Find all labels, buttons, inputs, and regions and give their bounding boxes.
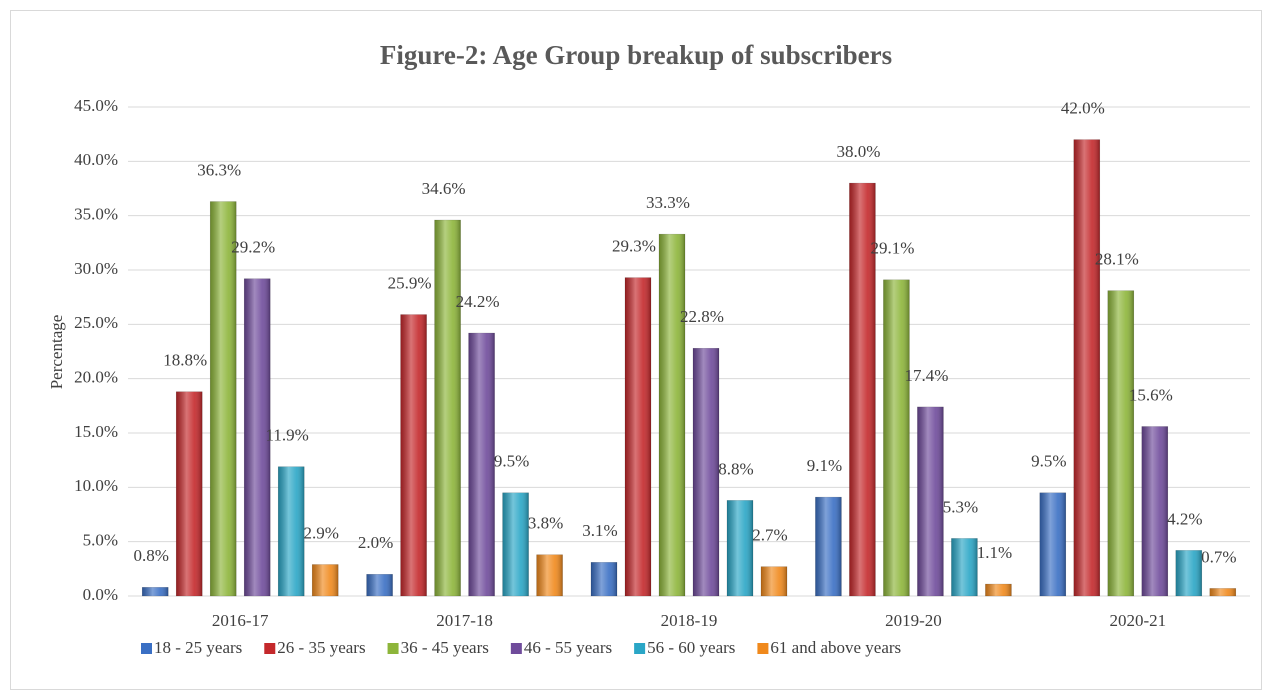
y-tick-label: 20.0% [74,368,118,387]
bar [1039,492,1067,597]
bar [1107,290,1135,597]
bar [311,564,339,597]
data-label: 28.1% [1095,250,1139,269]
x-tick-label: 2018-19 [661,611,718,630]
x-tick-label: 2020-21 [1109,611,1166,630]
data-label: 42.0% [1061,99,1105,118]
y-tick-label: 15.0% [74,422,118,441]
legend-swatch [141,643,152,654]
data-label: 34.6% [422,179,466,198]
bar [434,219,461,597]
bar [141,587,169,597]
bar [468,332,495,597]
y-axis-label: Percentage [47,315,66,390]
legend-swatch [757,643,769,654]
legend-label: 36 - 45 years [401,638,489,657]
x-tick-label: 2016-17 [212,611,269,630]
data-label: 38.0% [836,142,880,161]
y-tick-label: 40.0% [74,150,118,169]
bar [502,492,529,597]
data-label: 2.0% [358,533,393,552]
data-label: 11.9% [266,426,309,445]
bar [815,496,842,597]
bar [624,277,652,597]
bar [366,574,393,597]
data-label: 29.1% [870,239,914,258]
data-label: 4.2% [1167,509,1202,528]
bar [400,314,427,597]
data-label: 17.4% [904,366,948,385]
data-label: 0.8% [133,546,168,565]
y-tick-label: 5.0% [83,531,118,550]
legend-label: 56 - 60 years [647,638,735,657]
y-tick-label: 30.0% [74,259,118,278]
legend-label: 18 - 25 years [154,638,242,657]
data-label: 9.5% [494,452,529,471]
data-label: 9.5% [1031,452,1066,471]
legend-swatch [387,643,399,654]
data-label: 9.1% [807,456,842,475]
x-tick-label: 2017-18 [436,611,493,630]
y-tick-label: 25.0% [74,313,118,332]
legend-label: 46 - 55 years [524,638,612,657]
data-label: 2.9% [303,523,338,542]
y-tick-label: 45.0% [74,96,118,115]
x-tick-label: 2019-20 [885,611,942,630]
bar [277,466,305,597]
data-label: 29.2% [231,238,275,257]
data-label: 3.8% [528,514,563,533]
legend-swatch [634,643,646,654]
bar [658,233,686,597]
bar [951,538,978,597]
data-label: 8.8% [718,459,753,478]
bar [1209,588,1237,597]
bar [726,500,754,597]
legend-label: 61 and above years [770,638,901,657]
bar [1141,426,1169,597]
bar [883,279,910,597]
data-label: 33.3% [646,193,690,212]
data-label: 29.3% [612,237,656,256]
legend-swatch [264,643,276,654]
data-label: 36.3% [197,160,241,179]
bar [175,391,203,597]
bar [536,554,563,597]
legend-swatch [510,643,522,654]
data-label: 25.9% [388,273,432,292]
bar [1175,550,1203,597]
chart-title: Figure-2: Age Group breakup of subscribe… [380,40,892,70]
data-label: 18.8% [163,351,207,370]
data-label: 15.6% [1129,385,1173,404]
y-tick-label: 10.0% [74,476,118,495]
data-label: 24.2% [456,292,500,311]
bar [1073,139,1101,597]
legend-label: 26 - 35 years [277,638,365,657]
bar [985,583,1012,597]
data-label: 3.1% [582,521,617,540]
data-label: 1.1% [977,543,1012,562]
bar [692,347,720,597]
bar [760,566,788,597]
bar [209,201,237,597]
y-tick-label: 35.0% [74,205,118,224]
y-tick-label: 0.0% [83,585,118,604]
data-label: 5.3% [943,497,978,516]
bar [917,406,944,597]
data-label: 0.7% [1201,547,1236,566]
bar [590,562,618,597]
data-label: 2.7% [752,526,787,545]
data-label: 22.8% [680,307,724,326]
